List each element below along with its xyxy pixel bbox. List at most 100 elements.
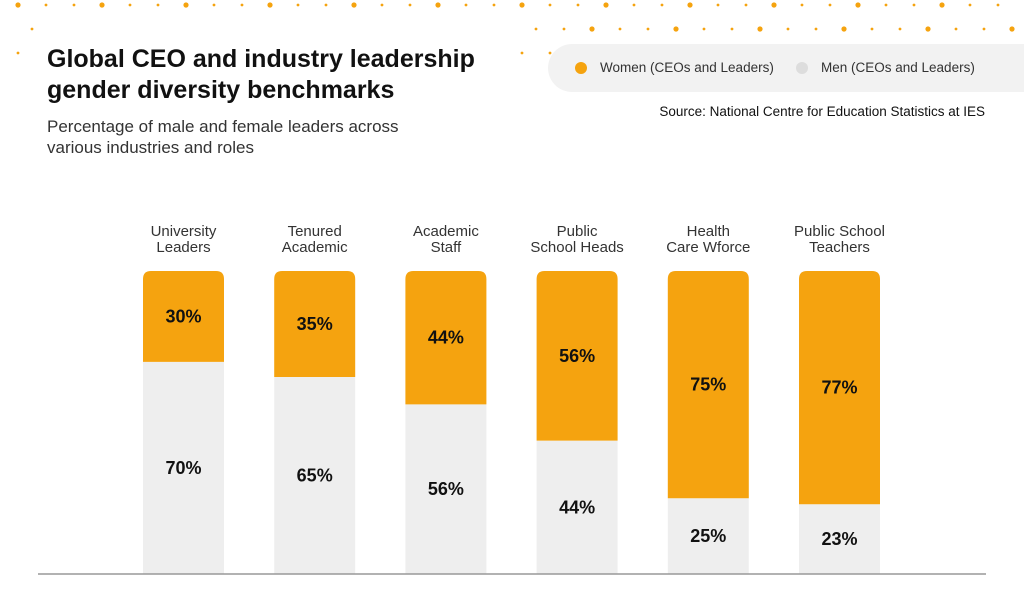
decorative-dot [841, 26, 847, 32]
chart-title: Global CEO and industry leadership gende… [47, 45, 475, 104]
bar-men-segment [536, 440, 618, 574]
decorative-dot [730, 27, 734, 31]
decorative-dot [716, 3, 720, 7]
category-label: Public [557, 223, 598, 240]
bar-women-segment [274, 271, 356, 378]
decorative-dot [128, 3, 132, 7]
decorative-dot [870, 27, 874, 31]
decorative-dot [520, 51, 524, 55]
decorative-dot [435, 2, 441, 8]
decorative-dot [267, 2, 273, 8]
data-label-men: 25% [690, 526, 726, 546]
decorative-dot [1009, 26, 1015, 32]
legend-label-women: Women (CEOs and Leaders) [600, 60, 774, 75]
category-label: Care Wforce [666, 239, 750, 256]
decorative-dot [646, 27, 650, 31]
data-label-men: 56% [428, 479, 464, 499]
decorative-dot [982, 27, 986, 31]
legend-label-men: Men (CEOs and Leaders) [821, 60, 975, 75]
decorative-dot [771, 2, 777, 8]
decorative-dot [464, 3, 468, 7]
decorative-dot [828, 3, 832, 7]
decorative-dot [939, 2, 945, 8]
decorative-dot [548, 51, 552, 55]
decorative-dot [884, 3, 888, 7]
decorative-dot [15, 2, 21, 8]
decorative-dot [16, 51, 20, 55]
bar-men-segment [799, 504, 880, 574]
decorative-dot [380, 3, 384, 7]
category-label: University [151, 223, 217, 240]
decorative-dot [660, 3, 664, 7]
decorative-dot [351, 2, 357, 8]
bar-women-segment [667, 271, 749, 499]
decorative-dot [240, 3, 244, 7]
decorative-dot [687, 2, 693, 8]
bar-women-segment [405, 271, 487, 405]
category-label: Health [687, 223, 730, 240]
decorative-dot [562, 27, 566, 31]
data-label-women: 35% [297, 314, 333, 334]
category-label: Tenured [288, 223, 342, 240]
decorative-dot [534, 27, 538, 31]
decorative-dot [212, 3, 216, 7]
decorative-dot [548, 3, 552, 7]
decorative-dot [156, 3, 160, 7]
data-label-men: 23% [821, 529, 857, 549]
data-label-women: 56% [559, 346, 595, 366]
decorative-dot [618, 27, 622, 31]
decorative-dot [744, 3, 748, 7]
legend-item-women: Women (CEOs and Leaders) [575, 59, 774, 77]
decorative-dot [996, 3, 1000, 7]
decorative-dot [576, 3, 580, 7]
decorative-dot [30, 27, 34, 31]
legend-swatch-men [796, 62, 808, 74]
data-label-women: 30% [165, 306, 201, 326]
category-label: Public School [794, 223, 885, 240]
decorative-dot [954, 27, 958, 31]
data-label-women: 77% [821, 378, 857, 398]
decorative-dot [673, 26, 679, 32]
bar-men-segment [143, 361, 224, 574]
decorative-dot [324, 3, 328, 7]
legend: Women (CEOs and Leaders) Men (CEOs and L… [548, 44, 1024, 92]
legend-item-men: Men (CEOs and Leaders) [796, 59, 975, 77]
bar-women-segment [799, 271, 880, 505]
decorative-dot [408, 3, 412, 7]
data-label-men: 70% [165, 458, 201, 478]
source-note: Source: National Centre for Education St… [659, 104, 985, 119]
decorative-dot [99, 2, 105, 8]
decorative-dot [925, 26, 931, 32]
category-label: Staff [431, 239, 462, 256]
bar-women-segment [536, 271, 618, 441]
decorative-dot [912, 3, 916, 7]
decorative-dot [800, 3, 804, 7]
bar-men-segment [405, 404, 487, 574]
chart-subtitle: Percentage of male and female leaders ac… [47, 117, 399, 157]
data-label-men: 65% [297, 466, 333, 486]
decorative-dot [757, 26, 763, 32]
decorative-dot [492, 3, 496, 7]
bar-men-segment [274, 377, 356, 574]
decorative-dot [519, 2, 525, 8]
decorative-dot [898, 27, 902, 31]
decorative-dot [589, 26, 595, 32]
category-label: Teachers [809, 239, 870, 256]
legend-swatch-women [575, 62, 587, 74]
data-label-men: 44% [559, 497, 595, 517]
decorative-dot [603, 2, 609, 8]
decorative-dot [814, 27, 818, 31]
decorative-dot [183, 2, 189, 8]
decorative-dot [786, 27, 790, 31]
category-label: School Heads [530, 239, 623, 256]
category-label: Academic [282, 239, 348, 256]
decorative-dot [968, 3, 972, 7]
decorative-dot [72, 3, 76, 7]
bar-men-segment [667, 498, 749, 574]
decorative-dot [44, 3, 48, 7]
decorative-dot [855, 2, 861, 8]
bar-women-segment [143, 271, 224, 362]
decorative-dot [296, 3, 300, 7]
decorative-dot [632, 3, 636, 7]
